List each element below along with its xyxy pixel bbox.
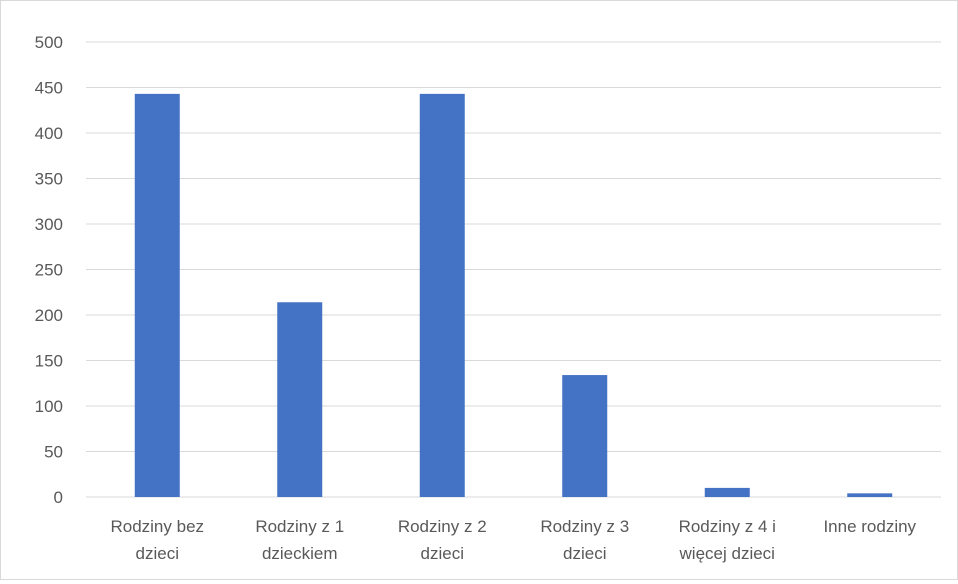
x-tick-label: Rodziny z 3 dzieci: [540, 517, 629, 563]
x-tick-label: Inne rodziny: [823, 517, 916, 536]
y-tick-label: 400: [35, 124, 63, 143]
gridlines: [86, 41, 941, 498]
x-tick-label-line: Rodziny bez: [110, 517, 204, 536]
bar-5: [847, 493, 893, 497]
x-tick-label-line: dzieckiem: [262, 544, 338, 563]
y-axis-tick-labels: 0 50 100 150 200 250 300 350 400 450 500: [35, 33, 63, 507]
bar-3: [562, 375, 608, 497]
y-tick-label: 200: [35, 306, 63, 325]
y-tick-label: 250: [35, 261, 63, 280]
bar-0: [134, 93, 180, 498]
bars: [134, 93, 893, 498]
bar-4: [704, 487, 750, 497]
y-tick-label: 100: [35, 397, 63, 416]
x-tick-label-line: Rodziny z 2: [398, 517, 487, 536]
x-tick-label-line: dzieci: [421, 544, 464, 563]
y-tick-label: 0: [54, 488, 63, 507]
x-tick-label-line: dzieci: [563, 544, 606, 563]
x-tick-label-line: dzieci: [136, 544, 179, 563]
bar-2: [419, 93, 465, 498]
x-tick-label-line: Inne rodziny: [823, 517, 916, 536]
bar-1: [277, 302, 323, 497]
x-tick-label: Rodziny bez dzieci: [110, 517, 204, 563]
x-tick-label-line: więcej dzieci: [679, 544, 775, 563]
y-tick-label: 500: [35, 33, 63, 52]
y-tick-label: 350: [35, 170, 63, 189]
x-tick-label-line: Rodziny z 3: [540, 517, 629, 536]
y-tick-label: 150: [35, 352, 63, 371]
x-tick-label: Rodziny z 1 dzieckiem: [255, 517, 344, 563]
y-tick-label: 450: [35, 79, 63, 98]
x-tick-label-line: Rodziny z 1: [255, 517, 344, 536]
x-tick-label-line: Rodziny z 4 i: [679, 517, 776, 536]
y-tick-label: 300: [35, 215, 63, 234]
x-tick-label: Rodziny z 4 i więcej dzieci: [679, 517, 776, 563]
x-tick-label: Rodziny z 2 dzieci: [398, 517, 487, 563]
y-tick-label: 50: [44, 443, 63, 462]
